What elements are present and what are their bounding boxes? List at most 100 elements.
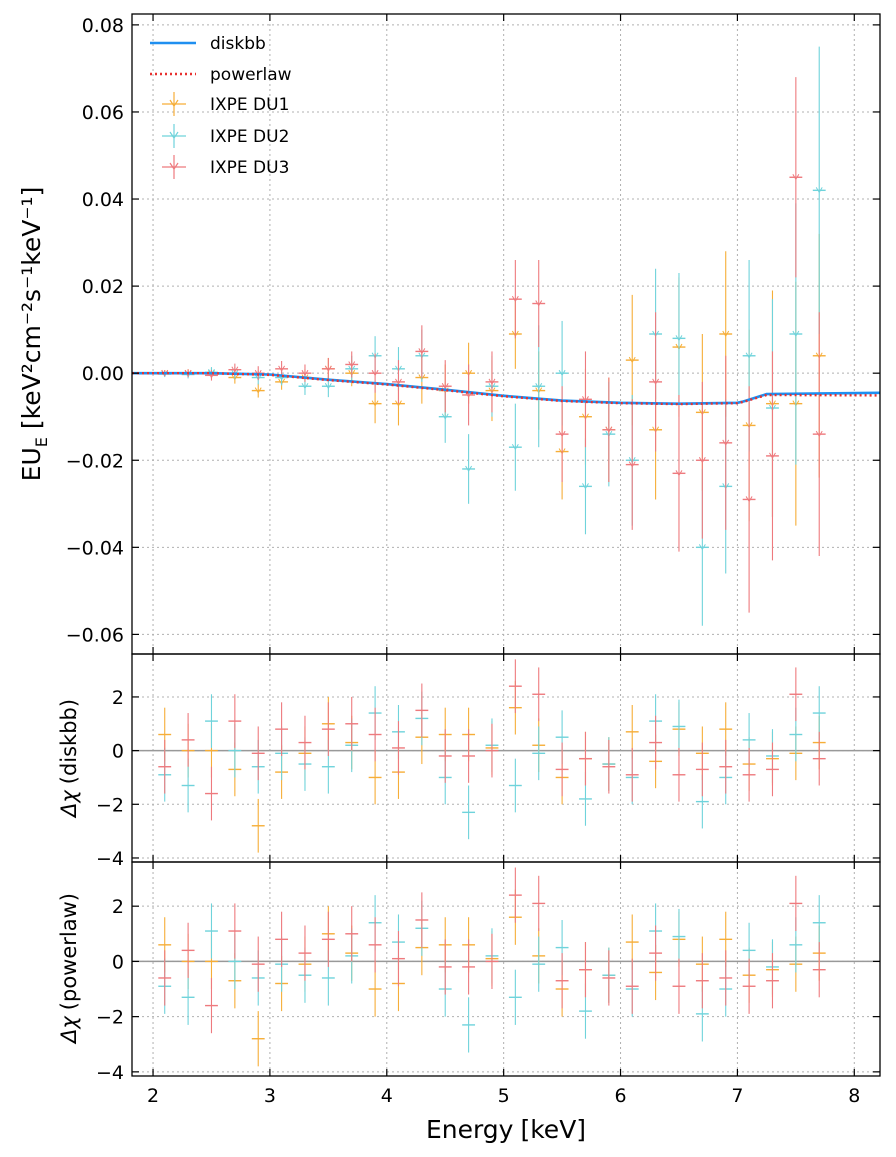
point-ixpe-du3-0 <box>158 739 172 794</box>
point-ixpe-du3-24 <box>719 355 733 530</box>
x-tick-label-8: 8 <box>848 1085 860 1107</box>
y-tick-label-2: −2 <box>96 1007 124 1029</box>
point-ixpe-du3-25 <box>742 386 756 613</box>
point-ixpe-du3-22 <box>672 394 686 552</box>
point-ixpe-du3-2 <box>205 977 218 1034</box>
x-tick-label-5: 5 <box>498 1085 510 1107</box>
x-axis-title: Energy [keV] <box>426 1115 586 1144</box>
point-ixpe-du3-2 <box>205 766 218 821</box>
y-tick-label-0: 2 <box>112 687 124 709</box>
x-axis-title-unit: [keV] <box>520 1115 586 1144</box>
point-ixpe-du3-19 <box>602 950 616 1006</box>
point-ixpe-du2-15 <box>508 969 522 1025</box>
point-ixpe-du3-22 <box>672 958 686 1014</box>
point-ixpe-du3-12 <box>438 360 452 413</box>
point-ixpe-du3-28 <box>812 312 826 557</box>
point-ixpe-du3-25 <box>742 747 756 802</box>
x-tick-label-2: 2 <box>147 1085 159 1107</box>
point-ixpe-du2-1 <box>181 969 195 1025</box>
model-line-diskbb <box>132 371 881 406</box>
point-ixpe-du3-9 <box>368 917 382 973</box>
point-ixpe-du3-25 <box>742 958 756 1014</box>
point-ixpe-du2-28 <box>812 686 826 740</box>
y-tick-label-1: 0 <box>112 951 124 973</box>
resid-diskbb-y-axis-title-unit: (diskbb) <box>57 699 81 784</box>
point-ixpe-du3-12 <box>438 939 452 995</box>
point-ixpe-du3-10 <box>392 931 405 987</box>
legend: diskbb powerlaw IXPE DU1 IXPE DU2 IXPE D… <box>150 34 292 179</box>
resid-powerlaw-data-points <box>158 867 826 1067</box>
point-ixpe-du3-6 <box>298 925 312 981</box>
point-ixpe-du3-27 <box>789 77 803 278</box>
x-tick-label-7: 7 <box>731 1085 743 1107</box>
spectrum-model-lines <box>132 371 881 406</box>
point-ixpe-du3-8 <box>345 696 359 751</box>
point-ixpe-du3-21 <box>649 312 663 452</box>
resid-diskbb-panel: 2 0 −2 −4 Δχ (diskbb) <box>57 653 881 870</box>
legend-swatch-du3 <box>162 155 186 179</box>
resid-powerlaw-y-tick-labels: 2 0 −2 −4 <box>96 896 124 1084</box>
point-ixpe-du3-10 <box>392 721 405 775</box>
resid-diskbb-ticks <box>132 654 880 862</box>
y-tick-label-0: 2 <box>112 896 124 918</box>
resid-diskbb-y-axis-title: Δχ (diskbb) <box>57 699 81 819</box>
y-tick-label-3: −4 <box>96 1062 124 1084</box>
point-ixpe-du3-23 <box>695 953 709 1009</box>
point-ixpe-du3-16 <box>532 667 546 722</box>
point-ixpe-du3-20 <box>625 958 639 1014</box>
point-ixpe-du2-2 <box>205 903 218 959</box>
point-ixpe-du3-13 <box>462 939 476 995</box>
point-ixpe-du3-16 <box>532 259 546 348</box>
point-ixpe-du3-17 <box>555 953 569 1009</box>
point-ixpe-du2-18 <box>579 438 592 535</box>
point-ixpe-du2-22 <box>672 908 686 965</box>
point-ixpe-du3-14 <box>485 723 499 778</box>
point-ixpe-du3-20 <box>625 399 639 530</box>
point-ixpe-du3-5 <box>275 702 289 756</box>
spectrum-ticks <box>132 14 880 654</box>
point-ixpe-du3-1 <box>181 713 195 767</box>
point-ixpe-du3-7 <box>321 702 335 756</box>
point-ixpe-du3-7 <box>321 911 335 967</box>
point-ixpe-du3-13 <box>462 729 476 783</box>
point-ixpe-du3-27 <box>789 875 803 932</box>
point-ixpe-du3-11 <box>415 683 429 738</box>
point-ixpe-du3-18 <box>579 351 592 448</box>
legend-label-du2: IXPE DU2 <box>210 127 289 147</box>
point-ixpe-du2-22 <box>672 699 686 754</box>
point-ixpe-du3-27 <box>789 667 803 722</box>
resid-powerlaw-y-axis-title-main: Δχ <box>57 1015 81 1045</box>
point-ixpe-du3-21 <box>649 925 663 981</box>
y-tick-label-0: 0.08 <box>82 15 124 37</box>
spectrum-y-tick-labels: 0.08 0.06 0.04 0.02 0.00 −0.02 −0.04 −0.06 <box>66 15 124 647</box>
point-ixpe-du3-14 <box>485 351 499 413</box>
resid-diskbb-y-axis-title-main: Δχ <box>57 789 81 819</box>
point-ixpe-du3-3 <box>228 903 242 959</box>
point-ixpe-du2-13 <box>462 997 476 1053</box>
resid-powerlaw-axes-frame <box>131 861 881 1077</box>
point-ixpe-du2-15 <box>508 403 522 491</box>
point-ixpe-du2-1 <box>181 758 195 813</box>
point-ixpe-du2-13 <box>462 434 476 504</box>
spectrum-y-axis-title-unit: [keV²cm⁻²s⁻¹keV⁻¹] <box>17 187 46 429</box>
y-tick-label-6: −0.04 <box>66 537 124 559</box>
point-ixpe-du3-4 <box>251 936 265 992</box>
point-ixpe-du3-3 <box>228 694 242 748</box>
point-ixpe-du2-15 <box>508 758 522 813</box>
spectrum-gridlines <box>132 14 880 654</box>
resid-powerlaw-ticks <box>132 862 880 1076</box>
point-ixpe-du3-0 <box>158 950 172 1006</box>
point-ixpe-du3-15 <box>508 659 522 714</box>
x-tick-label-4: 4 <box>381 1085 393 1107</box>
spectrum-y-axis-title: EUE [keV²cm⁻²s⁻¹keV⁻¹] <box>17 187 51 482</box>
legend-swatch-du1 <box>162 92 186 116</box>
point-ixpe-du3-26 <box>766 742 779 797</box>
point-ixpe-du3-15 <box>508 867 522 923</box>
y-tick-label-3: −4 <box>96 848 124 870</box>
point-ixpe-du3-9 <box>368 707 382 762</box>
point-ixpe-du2-2 <box>205 694 218 748</box>
point-ixpe-du3-14 <box>485 933 499 990</box>
spectrum-y-axis-title-sub: E <box>32 437 51 447</box>
spectrum-panel: 0.08 0.06 0.04 0.02 0.00 −0.02 −0.04 −0.06 EUE [… <box>17 13 881 655</box>
point-ixpe-du3-8 <box>345 906 359 962</box>
